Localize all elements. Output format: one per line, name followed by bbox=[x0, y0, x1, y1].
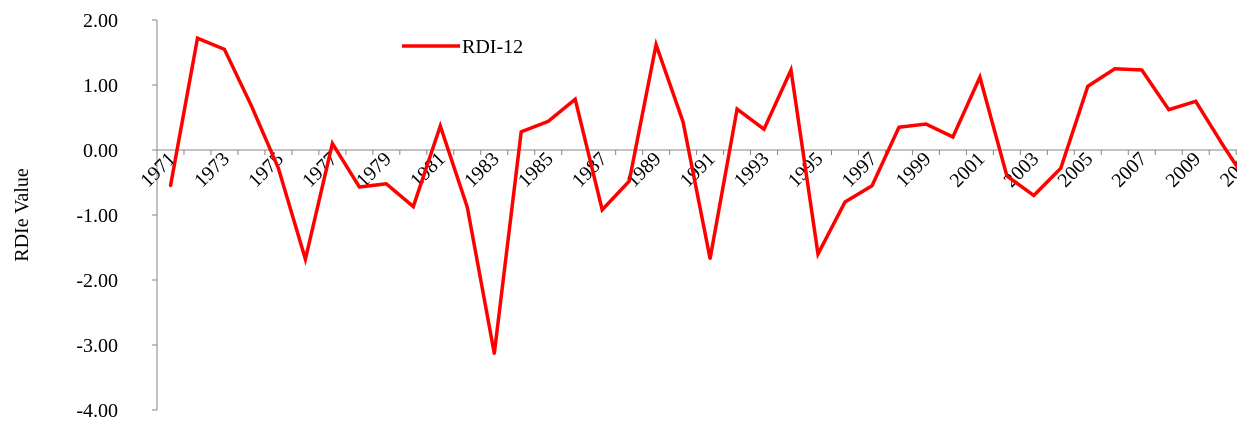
data-point bbox=[384, 182, 388, 186]
data-point bbox=[1167, 108, 1171, 112]
x-tick-label: 1981 bbox=[406, 148, 450, 192]
x-tick-label: 2001 bbox=[946, 148, 990, 192]
data-point bbox=[465, 205, 469, 209]
y-tick-label: -2.00 bbox=[76, 270, 118, 292]
series-line-rdi-12 bbox=[168, 35, 1237, 354]
data-point bbox=[1221, 143, 1225, 147]
x-tick-label: 1977 bbox=[298, 148, 342, 192]
data-point bbox=[1059, 166, 1063, 170]
series-points-rdi-12 bbox=[168, 36, 1225, 355]
y-tick-label: -4.00 bbox=[76, 400, 118, 422]
data-point bbox=[924, 122, 928, 126]
data-point bbox=[519, 130, 523, 134]
x-tick-label: 1991 bbox=[676, 148, 720, 192]
data-point bbox=[735, 107, 739, 111]
x-tick-label: 2007 bbox=[1107, 148, 1151, 192]
data-point bbox=[1086, 84, 1090, 88]
y-tick-label: -1.00 bbox=[76, 205, 118, 227]
data-point bbox=[492, 351, 496, 355]
x-tick-label: 1973 bbox=[190, 148, 234, 192]
y-tick-label: 0.00 bbox=[83, 140, 118, 162]
data-point bbox=[357, 185, 361, 189]
data-point bbox=[249, 104, 253, 108]
x-tick-label: 2011 bbox=[1216, 148, 1237, 191]
y-tick-label: 1.00 bbox=[83, 75, 118, 97]
data-point bbox=[303, 257, 307, 261]
data-point bbox=[573, 97, 577, 101]
data-point bbox=[222, 47, 226, 51]
data-point bbox=[843, 200, 847, 204]
x-tick-label: 1975 bbox=[244, 148, 288, 192]
x-tick-label: 1989 bbox=[622, 148, 666, 192]
legend-label-rdi-12: RDI-12 bbox=[462, 36, 523, 58]
data-point bbox=[1113, 67, 1117, 71]
data-point bbox=[411, 205, 415, 209]
data-point bbox=[438, 124, 442, 128]
data-point bbox=[951, 135, 955, 139]
data-point bbox=[627, 179, 631, 183]
data-point bbox=[762, 127, 766, 131]
y-axis-ticks: -4.00 -3.00 -2.00 -1.00 0.00 1.00 2.00 bbox=[76, 10, 157, 422]
data-point bbox=[681, 120, 685, 124]
x-tick-label: 1985 bbox=[514, 148, 558, 192]
data-point bbox=[330, 142, 334, 145]
y-axis-label: RDIe Value bbox=[11, 168, 33, 262]
x-tick-label: 1983 bbox=[460, 148, 504, 192]
data-point bbox=[276, 166, 280, 170]
data-point bbox=[1005, 174, 1009, 178]
data-point bbox=[600, 208, 604, 212]
data-point bbox=[816, 252, 820, 256]
data-point bbox=[1194, 99, 1198, 103]
x-tick-label: 1993 bbox=[730, 148, 774, 192]
data-point bbox=[1140, 68, 1144, 72]
data-point bbox=[897, 125, 901, 129]
y-tick-label: -3.00 bbox=[76, 335, 118, 357]
data-point bbox=[546, 119, 550, 123]
data-point bbox=[789, 68, 793, 72]
data-point bbox=[978, 75, 982, 79]
x-axis-ticks: 1971 1973 1975 1977 1979 1981 1983 1985 1987 1989… bbox=[136, 148, 1237, 192]
data-point bbox=[1032, 194, 1036, 197]
x-tick-label: 1999 bbox=[892, 148, 936, 192]
data-point bbox=[708, 257, 712, 261]
x-tick-label: 2009 bbox=[1161, 148, 1205, 192]
y-tick-label: 2.00 bbox=[83, 10, 118, 32]
data-point bbox=[870, 184, 874, 188]
data-point bbox=[195, 36, 199, 40]
data-point bbox=[654, 43, 658, 47]
x-tick-label: 1997 bbox=[838, 148, 882, 192]
legend: RDI-12 bbox=[402, 36, 523, 58]
data-point bbox=[168, 184, 172, 188]
